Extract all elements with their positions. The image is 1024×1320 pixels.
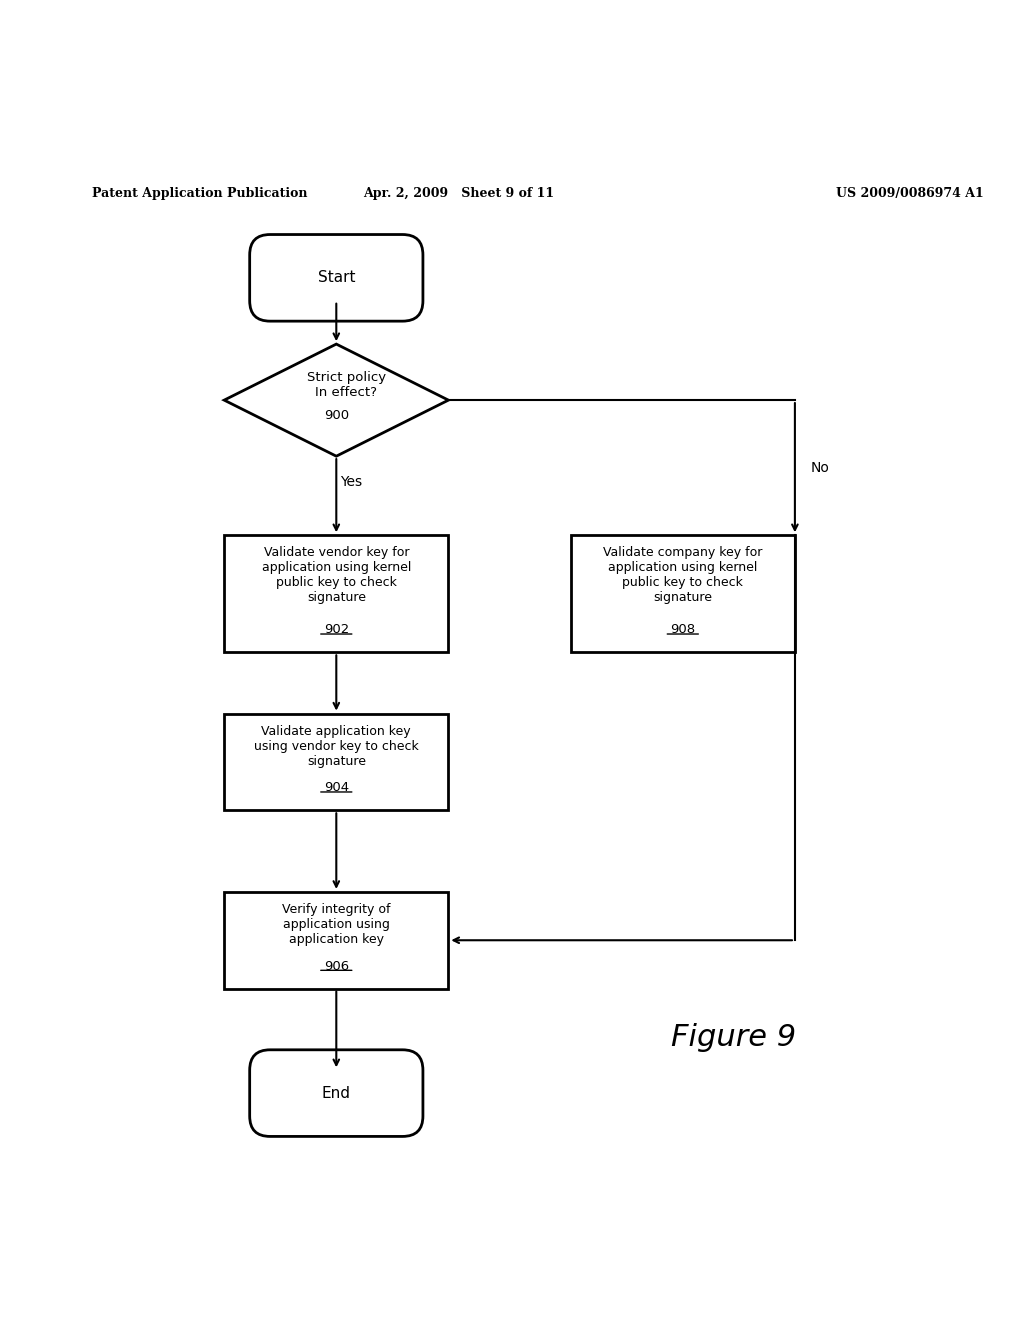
Text: End: End (322, 1085, 351, 1101)
Bar (224, 892, 449, 989)
Text: 906: 906 (324, 960, 349, 973)
Bar (570, 535, 795, 652)
Text: Validate vendor key for
application using kernel
public key to check
signature: Validate vendor key for application usin… (261, 546, 411, 605)
Text: 902: 902 (324, 623, 349, 636)
FancyBboxPatch shape (250, 1049, 423, 1137)
Text: Validate application key
using vendor key to check
signature: Validate application key using vendor ke… (254, 725, 419, 768)
Text: Yes: Yes (341, 475, 362, 488)
Text: US 2009/0086974 A1: US 2009/0086974 A1 (836, 186, 983, 199)
Text: 908: 908 (671, 623, 695, 636)
Text: Apr. 2, 2009   Sheet 9 of 11: Apr. 2, 2009 Sheet 9 of 11 (364, 186, 554, 199)
Text: Patent Application Publication: Patent Application Publication (92, 186, 307, 199)
Bar (224, 535, 449, 652)
FancyBboxPatch shape (250, 235, 423, 321)
Text: 904: 904 (324, 781, 349, 795)
Text: 900: 900 (324, 409, 349, 422)
Text: No: No (810, 461, 829, 475)
Text: Start: Start (317, 271, 355, 285)
Text: Strict policy
In effect?: Strict policy In effect? (307, 371, 386, 399)
Bar (224, 714, 449, 810)
Text: Figure 9: Figure 9 (671, 1023, 797, 1052)
Polygon shape (224, 345, 449, 457)
Text: Verify integrity of
application using
application key: Verify integrity of application using ap… (282, 903, 390, 946)
Text: Validate company key for
application using kernel
public key to check
signature: Validate company key for application usi… (603, 546, 763, 605)
